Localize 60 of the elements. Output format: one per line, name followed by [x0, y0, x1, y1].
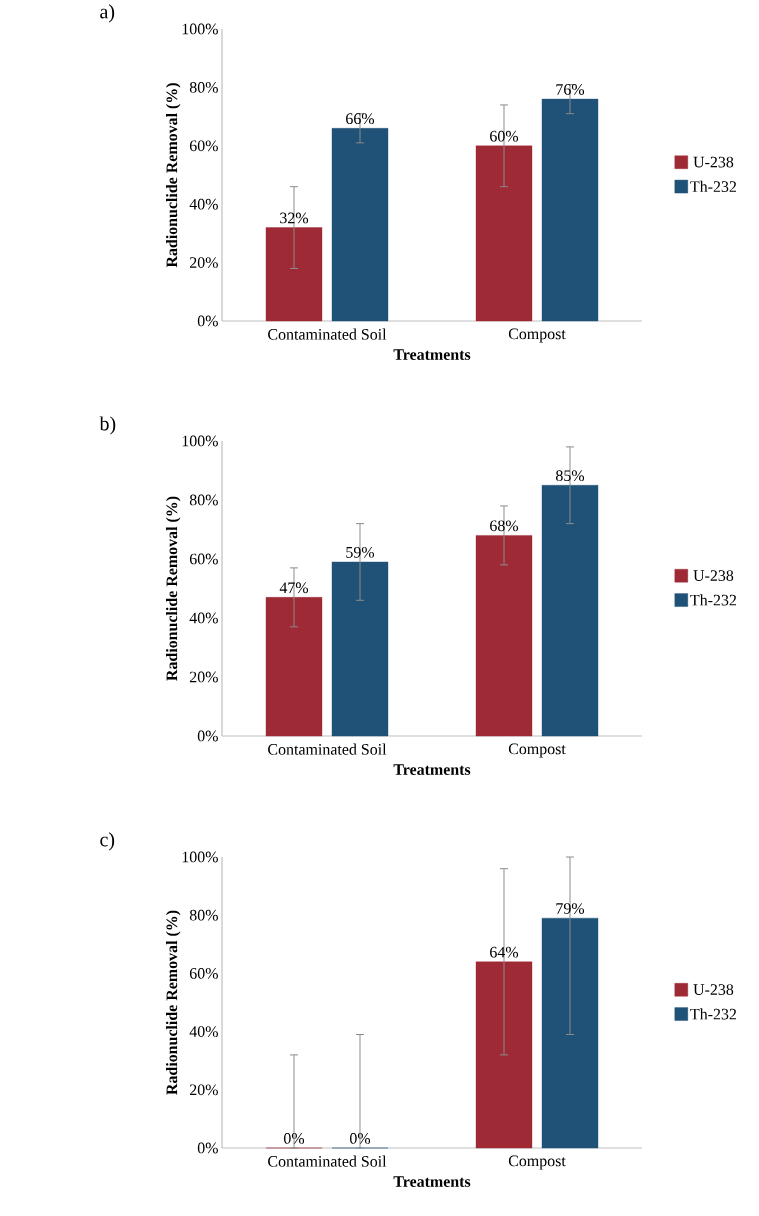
y-tick-label: 100%: [182, 435, 218, 447]
legend-label: Th-232: [690, 180, 737, 192]
y-tick-label: 40%: [189, 1026, 218, 1038]
x-tick-label: Contaminated Soil: [268, 328, 387, 340]
bar: [475, 145, 533, 322]
y-tick-label: 20%: [189, 1084, 218, 1096]
y-axis-title: Radionuclide Removal (%): [166, 496, 181, 681]
y-tick-label: 60%: [189, 968, 218, 979]
data-label: 0%: [283, 1133, 305, 1144]
data-label: 79%: [556, 903, 585, 914]
data-label: 32%: [280, 212, 309, 224]
legend-label: Th-232: [690, 594, 737, 606]
y-tick-label: 60%: [189, 140, 218, 152]
bar: [331, 128, 389, 322]
y-tick-label: 0%: [197, 730, 218, 742]
x-tick-label: Compost: [508, 1155, 566, 1170]
data-label: 60%: [490, 130, 519, 142]
x-tick-label: Contaminated Soil: [268, 1155, 387, 1167]
bar: [331, 561, 389, 737]
legend-label: Th-232: [690, 1008, 737, 1020]
data-label: 47%: [279, 582, 309, 594]
data-label: 66%: [346, 113, 375, 125]
y-tick-label: 0%: [197, 315, 218, 327]
bar: [541, 485, 599, 737]
y-tick-label: 100%: [182, 23, 218, 35]
x-axis-title: Treatments: [393, 1176, 471, 1187]
x-axis-title: Treatments: [393, 764, 471, 775]
y-tick-label: 20%: [189, 671, 218, 683]
data-label: 68%: [490, 520, 519, 532]
bar: [265, 227, 323, 322]
x-tick-label: Compost: [508, 328, 566, 343]
chart-title: b): [99, 416, 116, 435]
y-tick-label: 20%: [189, 257, 218, 269]
bar: [475, 535, 533, 737]
data-label: 59%: [346, 546, 375, 558]
legend-label: U-238: [693, 984, 734, 995]
y-tick-label: 80%: [189, 909, 218, 921]
data-label: 85%: [556, 470, 585, 482]
bar: [475, 961, 533, 1149]
y-tick-label: 100%: [182, 851, 218, 863]
legend-label: U-238: [693, 156, 734, 168]
y-tick-label: 40%: [189, 612, 218, 624]
y-tick-label: 40%: [189, 198, 218, 210]
data-label: 0%: [349, 1133, 371, 1144]
chart-title: a): [100, 4, 115, 23]
data-label: 64%: [490, 946, 519, 958]
x-tick-label: Compost: [508, 743, 566, 758]
y-axis-title: Radionuclide Removal (%): [166, 83, 181, 268]
y-tick-label: 0%: [197, 1142, 218, 1154]
y-tick-label: 80%: [189, 82, 218, 93]
bar: [541, 98, 599, 322]
chart-title: c): [100, 832, 115, 851]
y-axis-title: Radionuclide Removal (%): [166, 910, 181, 1095]
legend-label: U-238: [693, 570, 734, 581]
x-tick-label: Contaminated Soil: [268, 743, 387, 755]
y-tick-label: 80%: [189, 494, 218, 506]
x-axis-title: Treatments: [393, 349, 471, 360]
data-label: 76%: [556, 84, 585, 95]
bar: [265, 597, 323, 737]
y-tick-label: 60%: [189, 553, 218, 565]
